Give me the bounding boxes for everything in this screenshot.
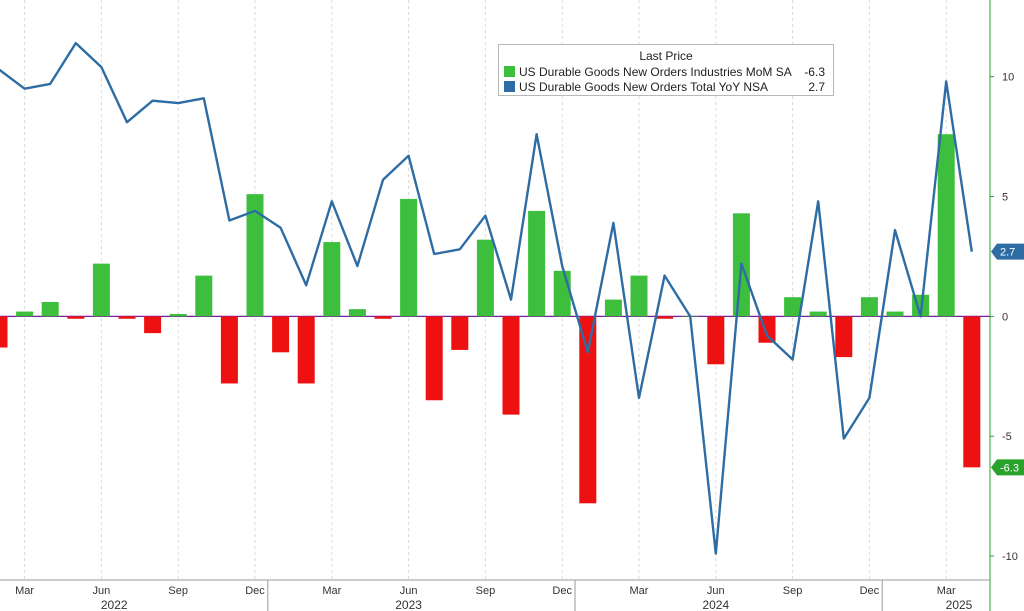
y-tick-label: 10	[1002, 72, 1014, 84]
legend-title: Last Price	[639, 49, 693, 63]
legend: Last Price US Durable Goods New Orders I…	[498, 44, 834, 96]
x-tick-label: Jun	[93, 585, 111, 597]
bar	[220, 316, 238, 384]
year-label: 2022	[101, 598, 128, 611]
x-tick-label: Sep	[783, 585, 803, 597]
y-tick-labels: 10 5 0 -5 -10	[990, 72, 1018, 563]
bar	[92, 263, 110, 317]
year-label: 2024	[702, 598, 729, 611]
legend-row-yoy: US Durable Goods New Orders Total YoY NS…	[499, 79, 833, 94]
bar	[195, 275, 213, 317]
bar	[835, 316, 853, 358]
year-label: 2023	[395, 598, 422, 611]
badge-yoy: 2.7	[991, 243, 1024, 260]
badge-yoy-text: 2.7	[1000, 247, 1015, 259]
x-tick-label: Mar	[15, 585, 34, 597]
bar	[16, 311, 34, 317]
axes	[0, 0, 991, 611]
bar	[451, 316, 469, 350]
x-tick-label: Dec	[245, 585, 265, 597]
x-tick-label: Jun	[707, 585, 725, 597]
x-tick-label: Sep	[476, 585, 496, 597]
bar	[963, 316, 981, 468]
bar	[425, 316, 443, 401]
badge-mom: -6.3	[991, 459, 1024, 476]
bar	[630, 275, 648, 317]
bar	[784, 297, 802, 317]
y-tick-label: -10	[1002, 551, 1018, 563]
bar	[41, 301, 59, 317]
bar	[144, 316, 162, 334]
bar-series	[0, 134, 981, 504]
y-tick-label: 5	[1002, 192, 1008, 204]
legend-swatch-yoy	[504, 81, 515, 92]
legend-swatch-mom	[504, 66, 515, 77]
x-tick-label: Jun	[400, 585, 418, 597]
bar	[476, 239, 494, 317]
bar	[809, 311, 827, 317]
x-tick-label: Mar	[937, 585, 956, 597]
legend-name-yoy: US Durable Goods New Orders Total YoY NS…	[519, 79, 769, 94]
bar	[707, 316, 725, 365]
bar	[118, 316, 136, 319]
bar	[169, 313, 187, 317]
bar	[502, 316, 520, 415]
bar	[886, 311, 904, 317]
legend-row-mom: US Durable Goods New Orders Industries M…	[499, 64, 833, 79]
x-tick-labels: Mar Jun Sep Dec Mar Jun Sep Dec Mar Jun Sep Dec Mar2…	[15, 585, 973, 611]
bar	[656, 316, 674, 319]
bar	[272, 316, 290, 353]
legend-value-yoy: 2.7	[808, 79, 825, 94]
legend-name-mom: US Durable Goods New Orders Industries M…	[519, 64, 792, 79]
y-tick-label: -5	[1002, 431, 1012, 443]
yoy-line	[0, 41, 973, 555]
badge-mom-text: -6.3	[1000, 462, 1019, 474]
bar	[400, 198, 418, 317]
line-series	[0, 41, 973, 555]
year-label: 2025	[946, 598, 973, 611]
last-value-badges: 2.7 -6.3	[991, 243, 1024, 476]
bar	[579, 316, 597, 504]
bar	[860, 297, 878, 317]
bar	[323, 242, 341, 317]
legend-value-mom: -6.3	[804, 64, 825, 79]
badge-mom-shape	[991, 459, 1024, 476]
bar	[937, 134, 955, 317]
bar	[348, 309, 366, 317]
bar	[604, 299, 622, 317]
bar	[67, 316, 85, 319]
bar	[374, 316, 392, 319]
bar	[553, 270, 571, 317]
badge-yoy-shape	[991, 243, 1024, 260]
x-tick-label: Mar	[322, 585, 341, 597]
bar	[246, 194, 264, 317]
x-tick-label: Mar	[630, 585, 649, 597]
bar	[297, 316, 315, 384]
x-tick-label: Dec	[552, 585, 572, 597]
bar	[0, 316, 8, 348]
x-tick-label: Dec	[860, 585, 880, 597]
x-tick-label: Sep	[168, 585, 188, 597]
bar	[528, 210, 546, 317]
y-tick-label: 0	[1002, 311, 1008, 323]
